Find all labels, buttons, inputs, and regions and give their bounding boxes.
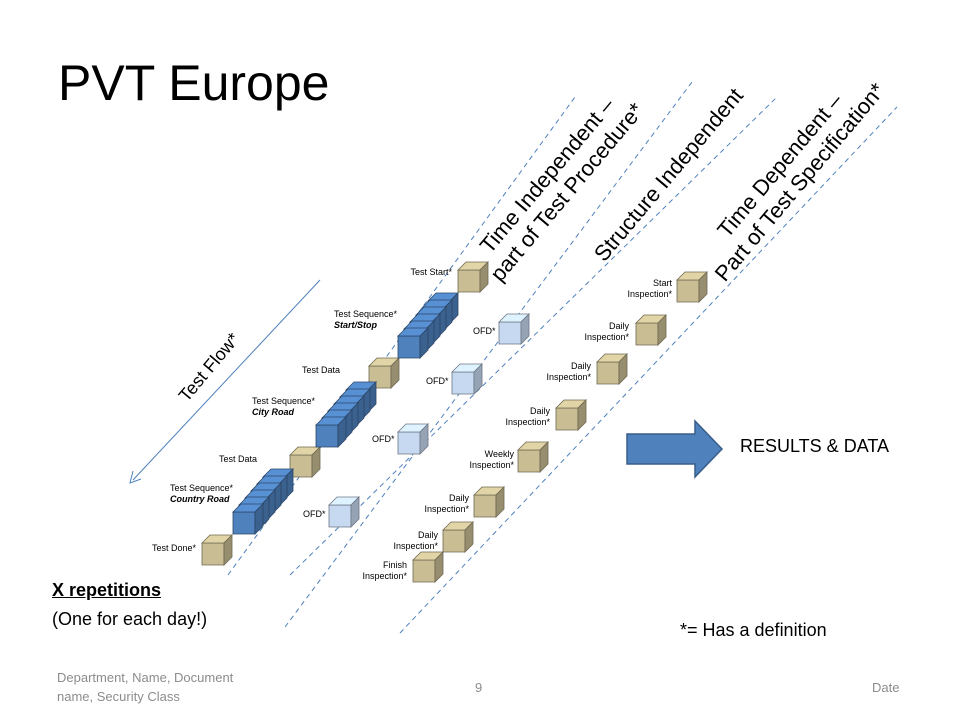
- inspection-kind: Weekly: [484, 449, 514, 459]
- footer-date: Date: [872, 680, 900, 695]
- inspection-box: [676, 271, 708, 303]
- inspection-box: [473, 486, 505, 518]
- ofd-label: OFD*: [473, 326, 496, 336]
- inspection-box: [635, 314, 667, 346]
- test-sequence-country-road-label: Test Sequence* Country Road: [170, 483, 233, 505]
- page-title: PVT Europe: [58, 55, 330, 111]
- ofd-box: [397, 423, 429, 455]
- results-label: RESULTS & DATA: [740, 436, 890, 456]
- inspection-kind: Daily: [529, 406, 550, 416]
- inspection-box: [412, 551, 444, 583]
- repetitions-heading: X repetitions: [52, 580, 162, 600]
- inspection-word: Inspection*: [362, 571, 407, 581]
- ofd-label: OFD*: [372, 434, 395, 444]
- test-data-label-1: Test Data: [301, 365, 340, 375]
- lane-divider-2: [284, 81, 693, 628]
- inspection-kind: Daily: [608, 321, 629, 331]
- repetitions-note: (One for each day!): [52, 609, 208, 629]
- inspection-label: Finish Inspection*: [362, 560, 407, 582]
- inspection-word: Inspection*: [469, 460, 514, 470]
- inspection-label: Weekly Inspection*: [469, 449, 514, 471]
- test-sequence-city-road-label: Test Sequence* City Road: [252, 396, 315, 418]
- ofd-label: OFD*: [303, 509, 326, 519]
- inspection-box: [517, 441, 549, 473]
- inspection-box: [555, 399, 587, 431]
- lane-divider-3: [289, 96, 778, 576]
- box-group: [201, 261, 708, 583]
- inspection-box: [442, 521, 474, 553]
- inspection-label: Daily Inspection*: [424, 493, 469, 515]
- footer-line: name, Security Class: [57, 689, 180, 704]
- ofd-box: [498, 313, 530, 345]
- test-sequence-country-road-box: [232, 503, 264, 535]
- ofd-box: [451, 363, 483, 395]
- sequence-label: Test Sequence*: [334, 309, 398, 319]
- inspection-word: Inspection*: [505, 417, 550, 427]
- inspection-word: Inspection*: [393, 541, 438, 551]
- test-data-box: [368, 357, 400, 389]
- test-start-box: [457, 261, 489, 293]
- test-start-label: Test Start*: [410, 267, 452, 277]
- ofd-label: OFD*: [426, 376, 449, 386]
- lane-divider-4: [399, 106, 898, 634]
- inspection-kind: Daily: [417, 530, 438, 540]
- inspection-kind: Finish: [382, 560, 407, 570]
- footer-department: Department, Name, Document name, Securit…: [57, 668, 233, 706]
- footer-line: Department, Name, Document: [57, 670, 234, 685]
- inspection-box: [596, 353, 628, 385]
- test-sequence-city-road-box: [315, 416, 347, 448]
- test-sequence-start-stop-label: Test Sequence* Start/Stop: [334, 309, 397, 331]
- page-number: 9: [475, 680, 483, 695]
- inspection-word: Inspection*: [627, 289, 672, 299]
- definition-note: *= Has a definition: [680, 620, 827, 640]
- test-done-label: Test Done*: [151, 543, 196, 553]
- ofd-box: [328, 496, 360, 528]
- inspection-word: Inspection*: [546, 372, 591, 382]
- lane-dividers: [227, 81, 898, 634]
- sequence-label: Test Sequence*: [252, 396, 316, 406]
- inspection-label: Daily Inspection*: [546, 361, 591, 383]
- inspection-kind: Daily: [448, 493, 469, 503]
- test-sequence-start-stop-box: [397, 327, 429, 359]
- sequence-name: City Road: [252, 407, 295, 417]
- test-flow-arrow: [129, 279, 321, 484]
- test-data-box: [289, 446, 321, 478]
- inspection-label: Start Inspection*: [627, 278, 672, 300]
- inspection-word: Inspection*: [584, 332, 629, 342]
- sequence-name: Start/Stop: [334, 320, 378, 330]
- inspection-kind: Start: [652, 278, 672, 288]
- inspection-label: Daily Inspection*: [505, 406, 550, 428]
- inspection-kind: Daily: [570, 361, 591, 371]
- inspection-label: Daily Inspection*: [393, 530, 438, 552]
- inspection-word: Inspection*: [424, 504, 469, 514]
- inspection-label: Daily Inspection*: [584, 321, 629, 343]
- sequence-name: Country Road: [170, 494, 230, 504]
- test-done-box: [201, 534, 233, 566]
- sequence-label: Test Sequence*: [170, 483, 234, 493]
- results-arrow: [626, 419, 724, 479]
- test-data-label-2: Test Data: [218, 454, 257, 464]
